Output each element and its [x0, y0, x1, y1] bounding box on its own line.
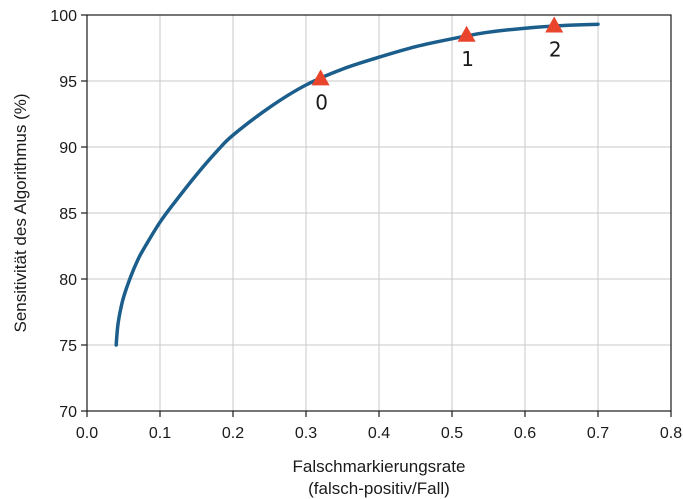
y-tick-label: 75: [59, 338, 77, 355]
x-tick-label: 0.7: [587, 425, 609, 442]
y-tick-label: 85: [59, 206, 77, 223]
marker-label: 1: [461, 47, 474, 71]
y-tick-label: 70: [59, 404, 77, 421]
x-axis-label-line2: (falsch-positiv/Fall): [308, 479, 450, 498]
y-axis-label: Sensitivität des Algorithmus (%): [11, 93, 30, 332]
y-tick-label: 90: [59, 140, 77, 157]
x-tick-label: 0.4: [368, 425, 390, 442]
triangle-marker: [311, 69, 330, 86]
marker-label: 2: [549, 38, 562, 62]
x-tick-label: 0.0: [76, 425, 98, 442]
tick-labels: 0.0 0.1 0.2 0.3 0.4 0.5 0.6 0.7 0.8 70 75 80 85 90 95 1…: [50, 8, 682, 442]
y-tick-label: 80: [59, 272, 77, 289]
triangle-marker: [545, 16, 564, 33]
y-tick-label: 100: [50, 8, 77, 25]
marker-label: 0: [315, 90, 328, 114]
x-tick-label: 0.6: [514, 425, 536, 442]
x-axis-label-line1: Falschmarkierungsrate: [293, 457, 466, 476]
plot-frame: [86, 14, 672, 412]
y-tick-label: 95: [59, 74, 77, 91]
x-tick-label: 0.3: [295, 425, 317, 442]
markers-layer: 0 1 2: [311, 16, 564, 114]
x-tick-label: 0.1: [149, 425, 171, 442]
ticks: [81, 14, 672, 417]
x-tick-label: 0.2: [222, 425, 244, 442]
triangle-marker: [457, 25, 476, 42]
x-tick-label: 0.8: [660, 425, 682, 442]
x-tick-label: 0.5: [441, 425, 463, 442]
